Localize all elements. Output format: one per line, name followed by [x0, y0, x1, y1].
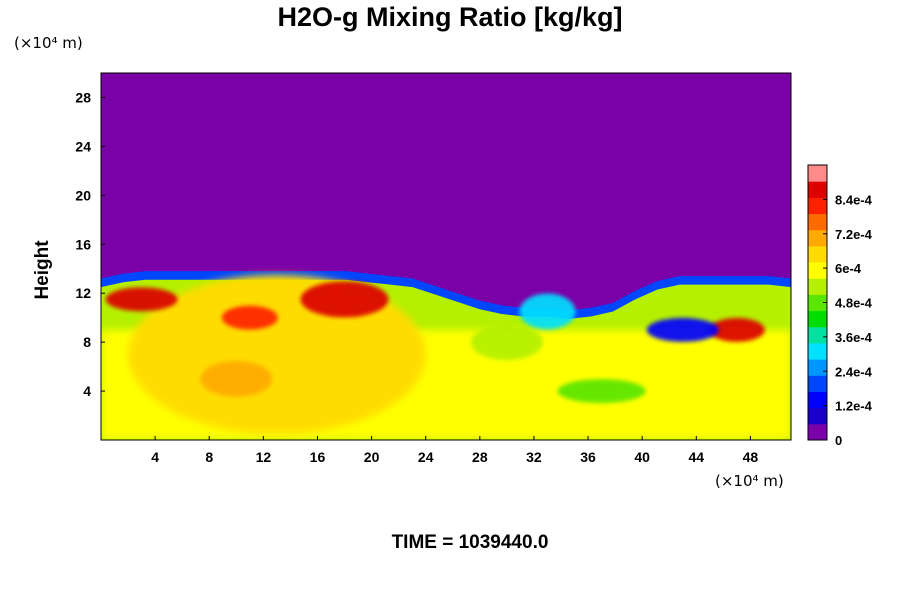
colorbar-segment: [808, 262, 827, 279]
colorbar-tick-label: 4.8e-4: [835, 296, 873, 311]
colorbar-segment: [808, 197, 827, 215]
plot-area: [101, 73, 791, 440]
colorbar-segment: [808, 213, 827, 231]
colorbar-segment: [808, 181, 827, 198]
colorbar-segment: [808, 423, 827, 441]
colorbar: 0 1.2e-4 2.4e-4 3.6e-4 4.8e-4 6e-4 7.2e-4 8.4e-…: [807, 164, 873, 448]
x-tick-label: 24: [418, 449, 434, 465]
x-tick-label: 8: [205, 449, 213, 465]
x-tick-label: 44: [689, 449, 705, 465]
x-tick-label: 16: [310, 449, 326, 465]
x-tick-label: 4: [151, 449, 159, 465]
colorbar-segment: [808, 391, 827, 409]
colorbar-tick-label: 0: [835, 433, 842, 448]
colorbar-tick-label: 1.2e-4: [835, 399, 873, 414]
colorbar-segment: [808, 278, 827, 295]
colorbar-tick-label: 3.6e-4: [835, 330, 873, 345]
x-tick-label: 36: [580, 449, 596, 465]
y-tick-label: 12: [75, 285, 91, 301]
field-cell: [557, 379, 646, 404]
field-cell: [314, 366, 403, 391]
colorbar-tick-label: 6e-4: [835, 261, 862, 276]
x-tick-label: 40: [634, 449, 650, 465]
colorbar-segment: [808, 294, 827, 312]
colorbar-segment: [808, 359, 827, 376]
colorbar-tick-label: 7.2e-4: [835, 227, 873, 242]
field-cell: [105, 287, 178, 312]
field-cell: [275, 324, 332, 361]
chart-title: H2O-g Mixing Ratio [kg/kg]: [277, 2, 623, 32]
colorbar-segment: [808, 165, 827, 182]
y-tick-label: 16: [75, 236, 91, 252]
y-tick-label: 8: [83, 334, 91, 350]
colorbar-segment: [808, 310, 827, 328]
colorbar-segment: [808, 342, 827, 360]
field-cell: [221, 305, 278, 330]
plot-frame: [100, 72, 792, 441]
colorbar-segment: [808, 407, 827, 425]
x-tick-label: 32: [526, 449, 542, 465]
y-tick-label: 28: [75, 89, 91, 105]
x-tick-label: 12: [256, 449, 272, 465]
y-tick-label: 24: [75, 138, 91, 154]
x-tick-label: 28: [472, 449, 488, 465]
x-tick-label: 20: [364, 449, 380, 465]
colorbar-segment: [808, 375, 827, 392]
y-tick-label: 20: [75, 187, 91, 203]
y-axis-unit: (×10⁴ m): [14, 34, 83, 52]
colorbar-tick-label: 8.4e-4: [835, 192, 873, 207]
colorbar-segment: [808, 326, 827, 344]
y-tick-label: 4: [83, 383, 91, 399]
field-cell: [646, 317, 719, 342]
x-axis-unit: (×10⁴ m): [715, 472, 784, 490]
colorbar-tick-label: 2.4e-4: [835, 364, 873, 379]
colorbar-segment: [808, 229, 827, 247]
field-cell: [519, 293, 576, 330]
colorbar-segment: [808, 245, 827, 263]
field-cell: [470, 324, 543, 361]
x-tick-label: 48: [743, 449, 759, 465]
field-cell: [200, 360, 273, 397]
field-cell: [300, 281, 389, 318]
field-cell: [708, 317, 765, 342]
time-label: TIME = 1039440.0: [391, 532, 549, 553]
